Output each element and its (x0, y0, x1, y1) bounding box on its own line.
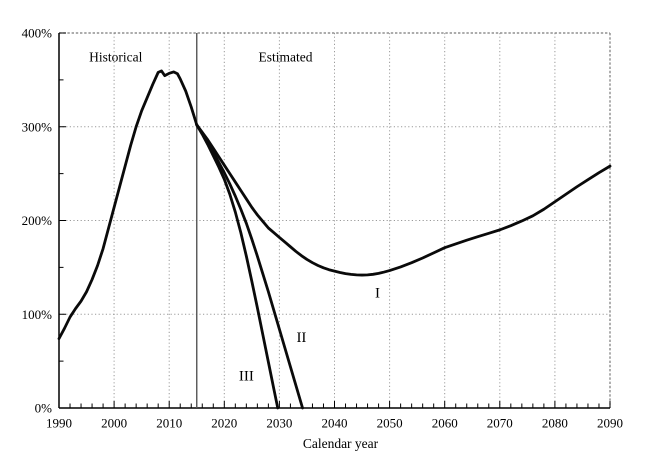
series-label-alternative-2: II (296, 330, 306, 346)
x-tick-label: 2030 (266, 416, 292, 431)
y-tick-label: 0% (35, 401, 53, 416)
series-label-alternative-3: III (239, 369, 254, 385)
x-tick-label: 2090 (597, 416, 623, 431)
gridlines (59, 32, 611, 408)
series-label-alternative-1: I (375, 286, 380, 302)
x-tick-label: 1990 (46, 416, 72, 431)
data-curves (57, 69, 612, 410)
curve-alternative-iii (195, 123, 280, 410)
axes (58, 32, 611, 409)
x-tick-label: 2070 (487, 416, 513, 431)
x-tick-label: 2010 (156, 416, 182, 431)
tick-labels: 1990 2000 2010 2020 2030 2040 2050 2060 2070 2080… (22, 26, 623, 431)
x-tick-label: 2000 (101, 416, 127, 431)
x-tick-label: 2040 (322, 416, 348, 431)
curve-historical (57, 69, 199, 341)
x-tick-label: 2020 (211, 416, 237, 431)
y-tick-label: 100% (22, 307, 53, 322)
x-tick-label: 2060 (432, 416, 458, 431)
y-tick-label: 200% (22, 213, 53, 228)
x-tick-label: 2050 (377, 416, 403, 431)
x-axis-title: Calendar year (303, 436, 379, 451)
y-tick-label: 400% (22, 26, 53, 41)
y-tick-label: 300% (22, 119, 53, 134)
historical-region-label: Historical (89, 49, 142, 64)
curve-alternative-ii (195, 123, 304, 410)
x-tick-label: 2080 (542, 416, 568, 431)
curve-alternative-i (195, 123, 612, 277)
estimated-region-label: Estimated (258, 49, 312, 64)
